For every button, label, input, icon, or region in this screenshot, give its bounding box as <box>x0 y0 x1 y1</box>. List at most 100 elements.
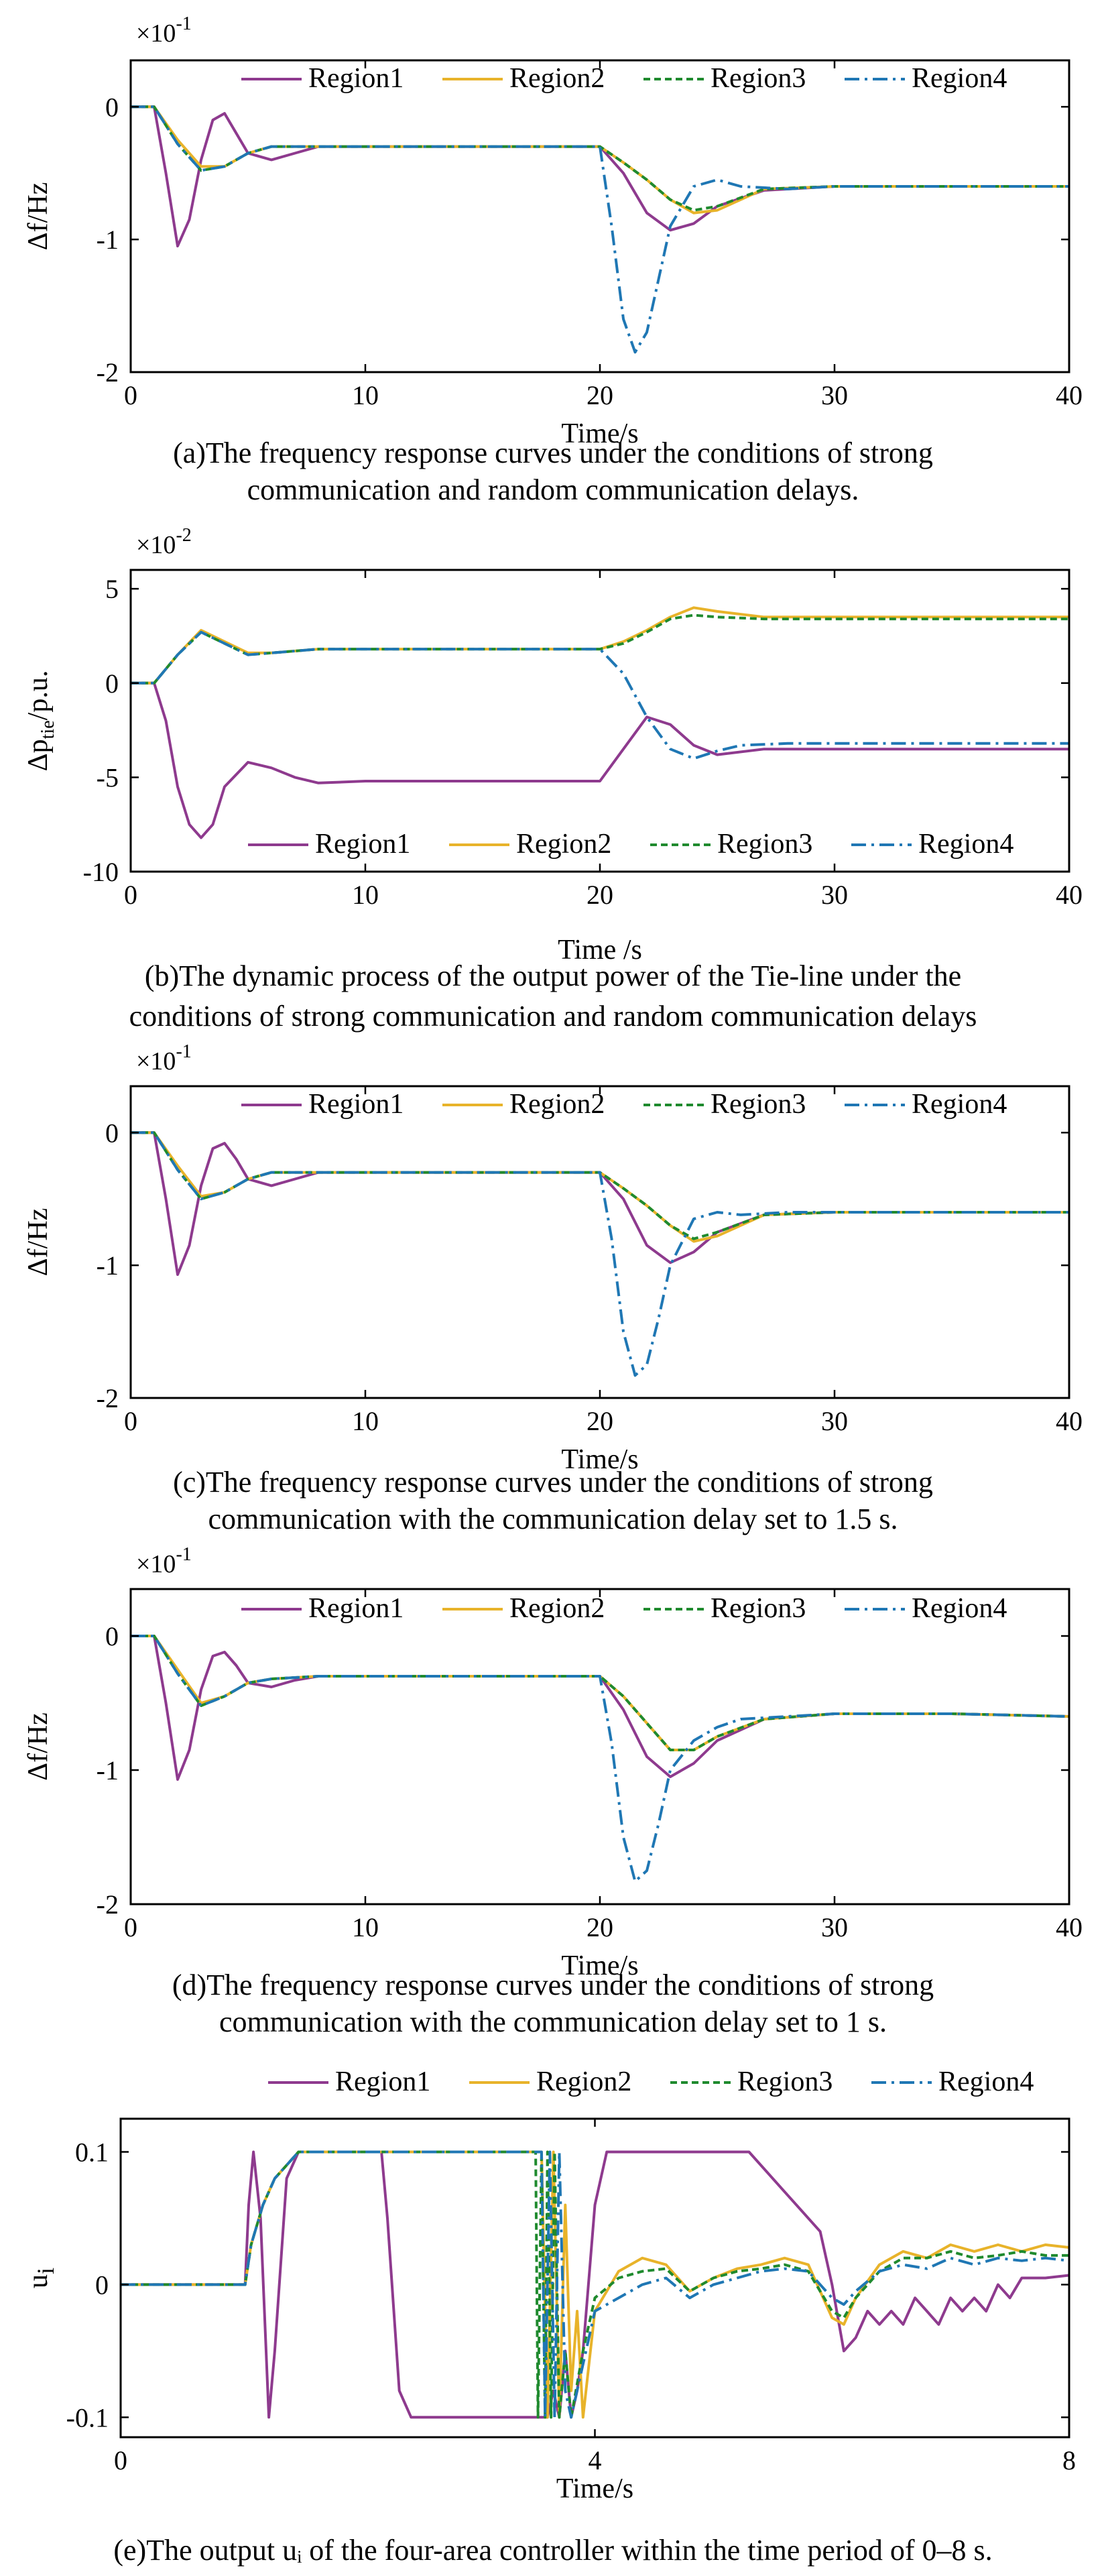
y-tick-label: -2 <box>97 1383 119 1413</box>
plot-frame-a <box>129 59 1070 373</box>
y-tick-label: -2 <box>97 1889 119 1920</box>
legend-label-region2: Region2 <box>509 63 605 94</box>
x-tick-label: 30 <box>821 380 848 410</box>
caption-a-line-1: (a)The frequency response curves under t… <box>173 436 933 469</box>
legend-label-region4: Region4 <box>918 829 1013 860</box>
plot-frame-d <box>129 1588 1070 1906</box>
plot-frame-b <box>129 569 1070 873</box>
caption-d-line-1: (d)The frequency response curves under t… <box>172 1969 934 2001</box>
x-tick-label: 30 <box>821 880 848 910</box>
series-line-region1-e <box>121 2150 1069 2419</box>
caption-d-line-2: communication with the communication del… <box>219 2005 887 2038</box>
series-line-region3-e <box>121 2150 1069 2419</box>
chart-panel-c: 0 10 20 30 40 0 -1 -2 ×10-1 Time/s Δf/Hz Region1 Reg… <box>23 1041 1083 1535</box>
series-line-region2-b <box>131 606 1069 685</box>
caption-c-line-1: (c)The frequency response curves under t… <box>173 1466 933 1499</box>
x-tick-label: 8 <box>1062 2445 1076 2475</box>
x-tick-label: 30 <box>821 1406 848 1436</box>
y-tick-label: 0 <box>95 2270 109 2300</box>
x-tick-label: 40 <box>1056 880 1083 910</box>
y-tick-label: -1 <box>97 1250 119 1281</box>
chart-panel-a: 0 10 20 30 40 0 -1 -2 ×10-1 Time/s Δf/Hz Region1 Reg… <box>23 13 1083 506</box>
x-axis-label: Time/s <box>561 418 638 449</box>
x-tick-label: 10 <box>352 880 379 910</box>
x-tick-label: 20 <box>587 380 613 410</box>
legend-label-region2: Region2 <box>509 1593 605 1624</box>
y-axis-label: Δf/Hz <box>23 1712 54 1781</box>
y-tick-label: -2 <box>97 357 119 388</box>
series-line-region3-b <box>131 613 1069 685</box>
y-tick-label: 0 <box>105 92 119 122</box>
x-axis-label: Time /s <box>558 935 642 965</box>
x-tick-label: 20 <box>587 880 613 910</box>
legend-label-region3: Region3 <box>737 2066 833 2097</box>
series-line-region1-d <box>131 1635 1069 1781</box>
y-axis-label: Δf/Hz <box>23 1208 54 1277</box>
y-axis-label: ui <box>23 2268 59 2288</box>
y-tick-label: -0.1 <box>66 2402 109 2433</box>
x-tick-label: 10 <box>352 1912 379 1942</box>
y-tick-label: 5 <box>105 574 119 604</box>
x-tick-label: 40 <box>1056 380 1083 410</box>
series-line-region1-b <box>131 681 1069 839</box>
x-tick-label: 10 <box>352 380 379 410</box>
legend-label-region3: Region3 <box>711 1089 806 1120</box>
y-tick-label: -10 <box>83 857 119 887</box>
legend-label-region1: Region1 <box>335 2066 430 2097</box>
legend-label-region3: Region3 <box>717 829 812 860</box>
legend-label-region4: Region4 <box>912 1089 1007 1120</box>
plot-frame-c <box>129 1085 1070 1399</box>
x-tick-label: 0 <box>124 1406 137 1436</box>
series-line-region3-c <box>131 1131 1069 1240</box>
y-axis-label: Δptie/p.u. <box>23 670 58 772</box>
x-tick-label: 40 <box>1056 1912 1083 1942</box>
y-axis-label: Δf/Hz <box>23 182 54 251</box>
x-tick-label: 20 <box>587 1406 613 1436</box>
series-line-region4-d <box>131 1635 1069 1883</box>
x-tick-label: 0 <box>124 880 137 910</box>
x-tick-label: 10 <box>352 1406 379 1436</box>
y-tick-label: -5 <box>97 762 119 793</box>
legend-label-region3: Region3 <box>711 63 806 94</box>
series-line-region1-a <box>131 105 1069 247</box>
x-axis-label: Time/s <box>561 1444 638 1475</box>
caption-a-line-2: communication and random communication d… <box>247 473 859 506</box>
x-tick-label: 0 <box>124 1912 137 1942</box>
axis-multiplier: ×10-1 <box>136 1041 192 1075</box>
axis-multiplier: ×10-1 <box>136 1544 192 1578</box>
axis-multiplier: ×10-1 <box>136 13 192 48</box>
caption-b-line-2: conditions of strong communication and r… <box>129 1000 977 1033</box>
legend-label-region2: Region2 <box>516 829 611 860</box>
series-line-region4-b <box>131 630 1069 760</box>
x-tick-label: 4 <box>589 2445 602 2475</box>
x-tick-label: 0 <box>124 380 137 410</box>
legend-label-region3: Region3 <box>711 1593 806 1624</box>
legend-label-region1: Region1 <box>308 1089 404 1120</box>
chart-panel-d: 0 10 20 30 40 0 -1 -2 ×10-1 Time/s Δf/Hz Region1 Reg… <box>23 1544 1083 2038</box>
series-line-region4-c <box>131 1131 1069 1377</box>
x-tick-label: 30 <box>821 1912 848 1942</box>
x-axis-label: Time/s <box>556 2473 633 2504</box>
series-line-region1-c <box>131 1131 1069 1276</box>
y-tick-label: -1 <box>97 1755 119 1785</box>
legend-label-region2: Region2 <box>509 1089 605 1120</box>
legend-label-region1: Region1 <box>315 829 410 860</box>
caption-b-line-1: (b)The dynamic process of the output pow… <box>145 959 961 992</box>
series-line-region2-a <box>131 105 1069 215</box>
x-tick-label: 40 <box>1056 1406 1083 1436</box>
y-tick-label: 0 <box>105 1621 119 1651</box>
series-line-region4-a <box>131 105 1069 354</box>
legend-label-region1: Region1 <box>308 63 404 94</box>
y-tick-label: 0 <box>105 668 119 699</box>
series-line-region2-d <box>131 1635 1069 1751</box>
caption-e-line-1: (e)The output uᵢ of the four-area contro… <box>113 2534 992 2567</box>
y-tick-label: -1 <box>97 225 119 255</box>
caption-c-line-2: communication with the communication del… <box>208 1503 898 1535</box>
x-axis-label: Time/s <box>561 1950 638 1981</box>
legend-label-region4: Region4 <box>938 2066 1034 2097</box>
legend-label-region1: Region1 <box>308 1593 404 1624</box>
series-line-region3-d <box>131 1635 1069 1751</box>
